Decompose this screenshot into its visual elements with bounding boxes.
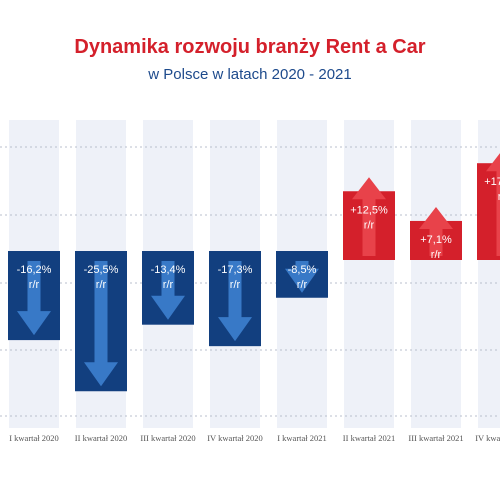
data-label: -8,5% [288,264,317,276]
data-label: +17,6% [484,176,500,188]
data-unit-label: r/r [431,249,442,261]
bar: +7,1% r/r [410,206,462,261]
data-label: -16,2% [17,264,52,276]
data-label: +7,1% [420,234,452,246]
category-label: IV kwartał 2020 [207,433,263,443]
data-unit-label: r/r [96,279,107,291]
data-label: -13,4% [151,264,186,276]
arrow-down-icon [218,261,252,342]
bar: -25,5% r/r [75,251,127,392]
bar: -8,5% r/r [276,251,328,298]
arrow-up-icon [419,206,453,256]
column-band [411,120,461,428]
data-unit-label: r/r [498,191,500,203]
arrow-down-icon [84,261,118,387]
bar-positive [477,163,500,260]
data-label: +12,5% [350,204,388,216]
arrow-up-icon [352,177,386,256]
arrow-down-icon [151,261,185,320]
category-label: I kwartał 2021 [277,433,327,443]
data-unit-label: r/r [230,279,241,291]
bar: -16,2% r/r [8,251,60,341]
arrow-up-icon [486,153,500,256]
data-unit-label: r/r [297,279,308,291]
data-unit-label: r/r [364,219,375,231]
category-label: III kwartał 2020 [140,433,195,443]
bar: -17,3% r/r [209,251,261,347]
column-band [344,120,394,428]
data-label: -25,5% [84,264,119,276]
bar: -13,4% r/r [142,251,194,325]
category-label: IV kwartał 2021 [475,433,500,443]
chart-title: Dynamika rozwoju branży Rent a Car [74,36,426,58]
data-label: -17,3% [218,264,253,276]
category-label: I kwartał 2020 [9,433,59,443]
category-label: II kwartał 2021 [343,433,395,443]
category-label: III kwartał 2021 [408,433,463,443]
arrow-down-icon [285,261,319,293]
bar: +12,5% r/r [343,177,395,260]
data-unit-label: r/r [163,279,174,291]
arrow-down-icon [17,261,51,336]
chart-subtitle: w Polsce w latach 2020 - 2021 [148,66,352,83]
bar: +17,6% r/r [477,153,500,260]
data-unit-label: r/r [29,279,40,291]
category-label: II kwartał 2020 [75,433,127,443]
